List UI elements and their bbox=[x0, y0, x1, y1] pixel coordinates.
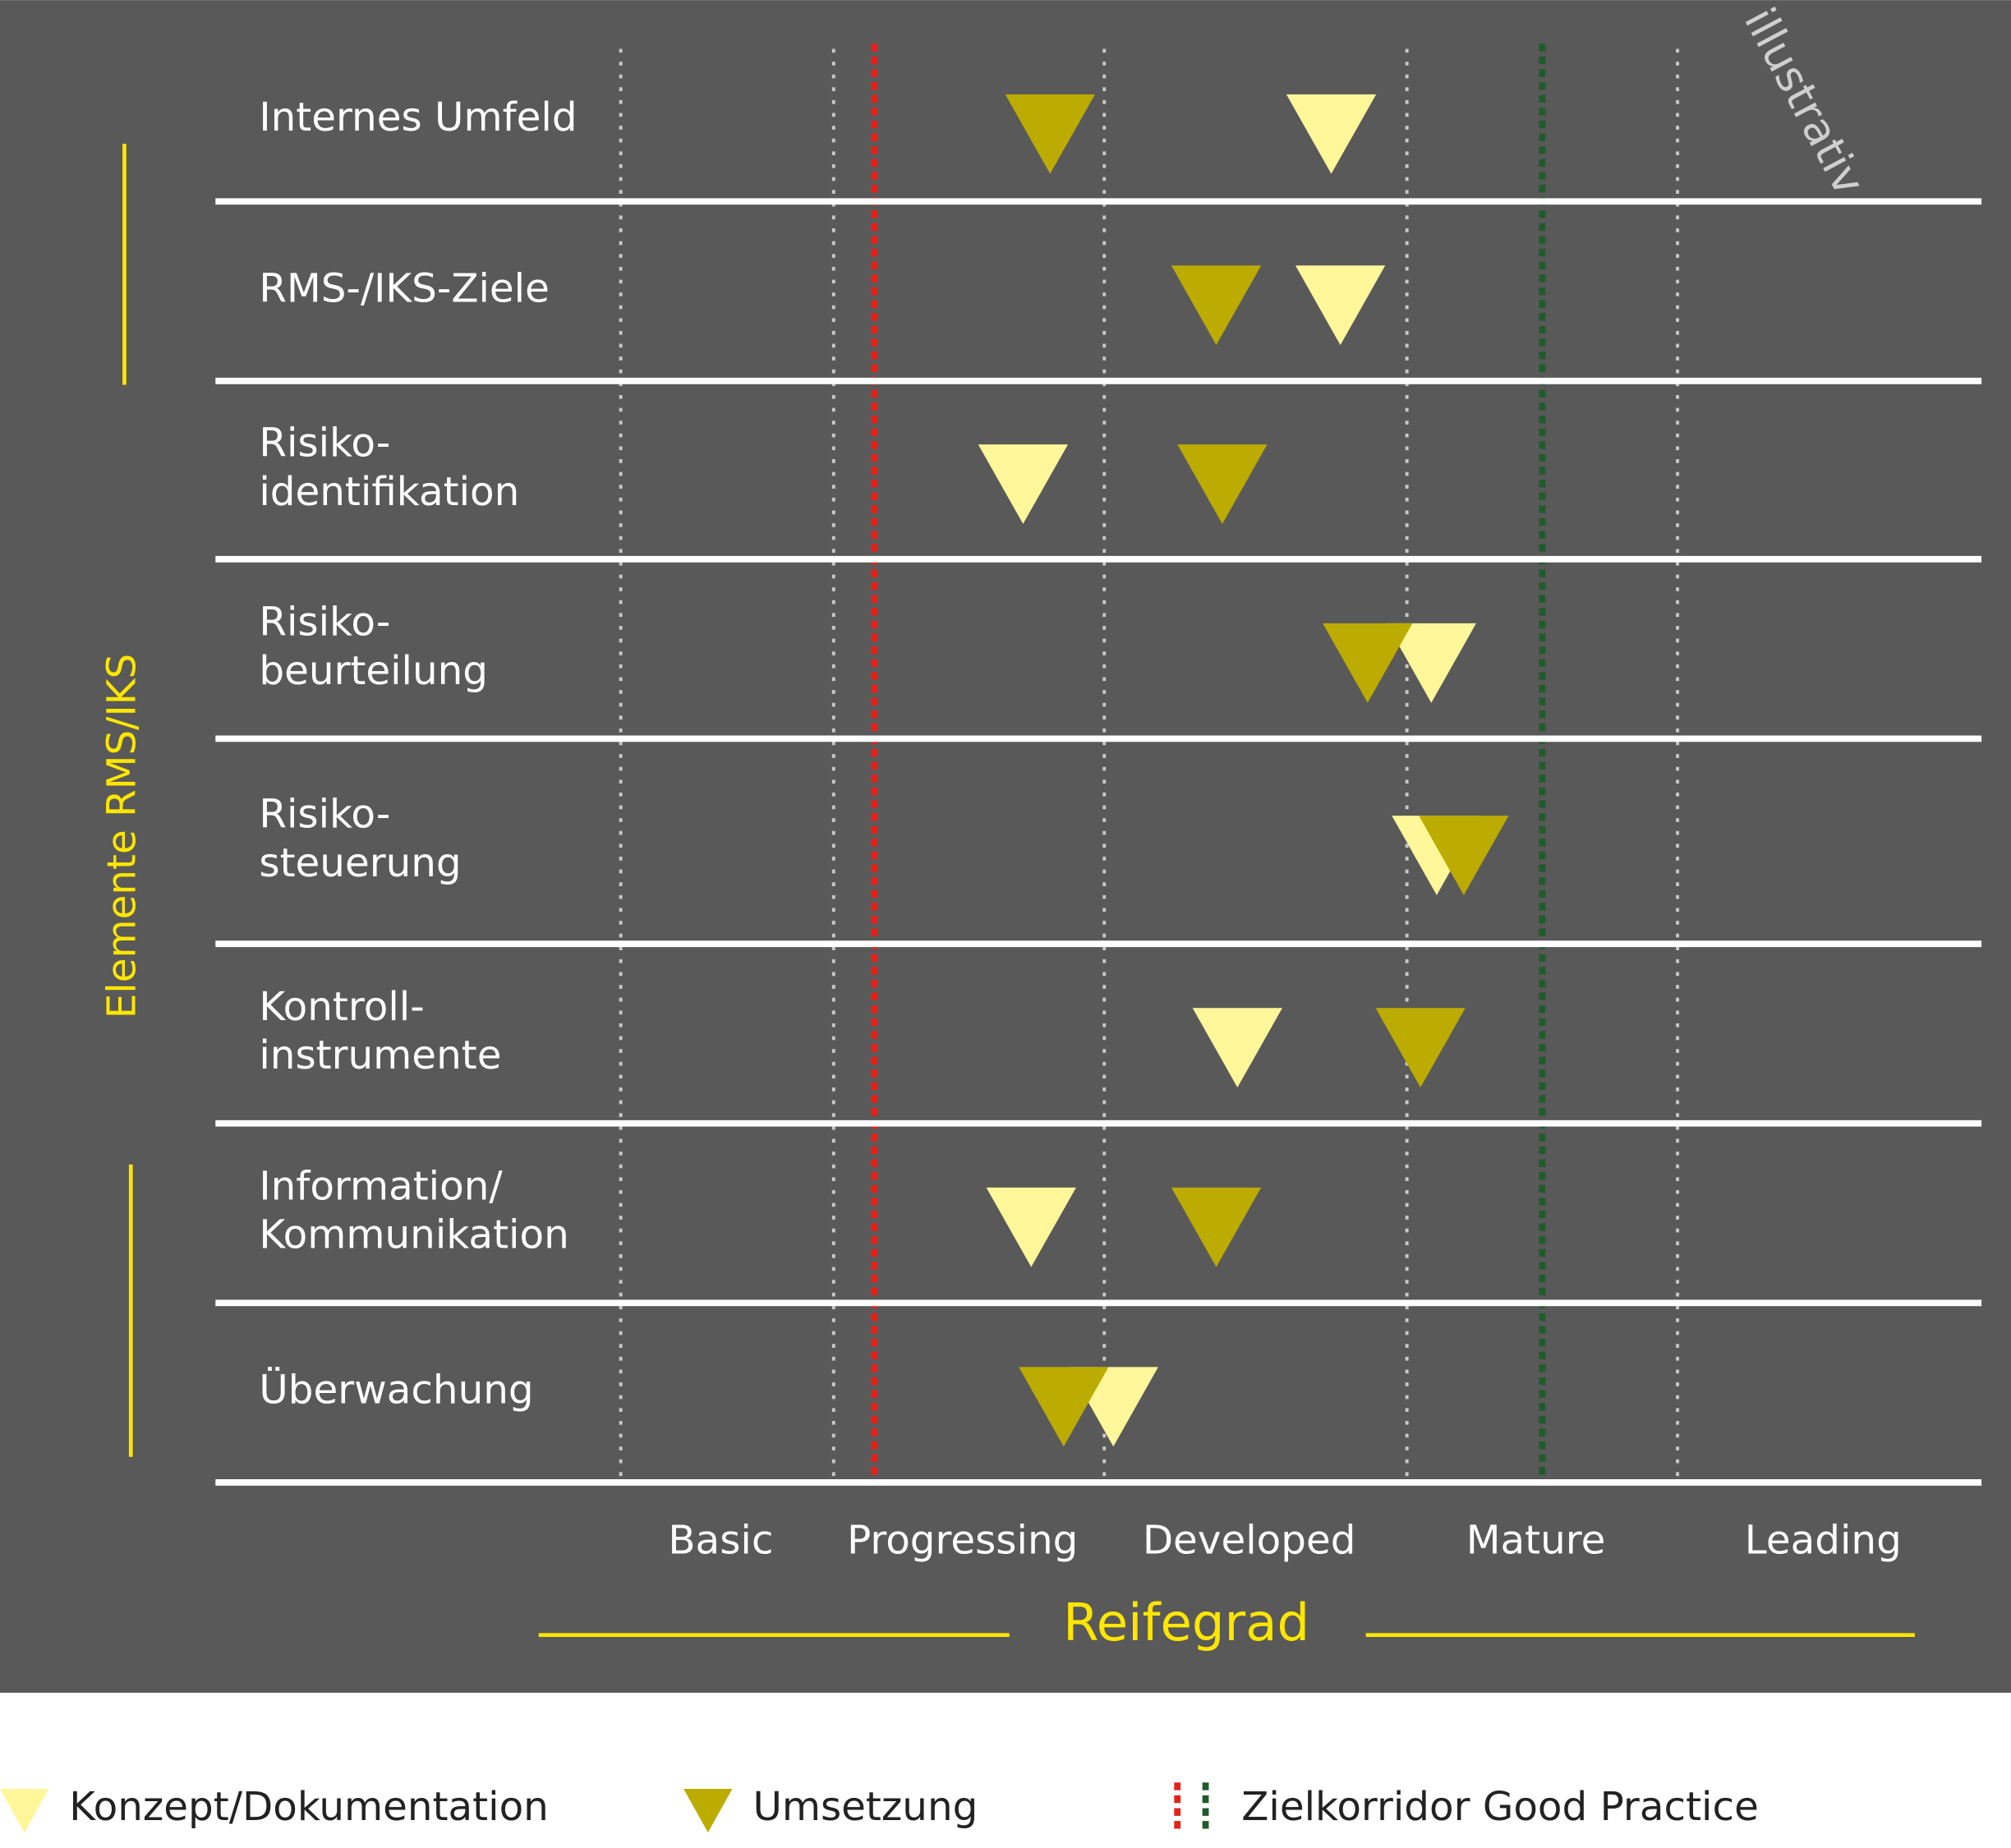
row-label: Information/ bbox=[259, 1163, 503, 1209]
row-label: instrumente bbox=[259, 1032, 501, 1078]
row-label: identifikation bbox=[259, 469, 519, 515]
legend-label: Konzept/Dokumentation bbox=[69, 1784, 549, 1830]
background bbox=[0, 0, 2011, 1693]
row-label: Risiko- bbox=[259, 421, 390, 467]
marker bbox=[1171, 1187, 1262, 1267]
row-label: RMS-/IKS-Ziele bbox=[259, 266, 550, 312]
x-tick-label: Leading bbox=[1745, 1517, 1902, 1563]
x-tick-label: Progressing bbox=[847, 1517, 1078, 1563]
row-label: Überwachung bbox=[259, 1368, 533, 1414]
marker bbox=[1323, 623, 1413, 703]
marker bbox=[1171, 265, 1262, 346]
row-label: Risiko- bbox=[259, 792, 390, 838]
legend-marker bbox=[683, 1789, 733, 1833]
legend-label: Zielkorridor Good Practice bbox=[1241, 1784, 1759, 1830]
marker bbox=[1386, 623, 1476, 703]
legend-label: Umsetzung bbox=[752, 1784, 978, 1830]
y-axis-label: Elemente RMS/IKS bbox=[99, 654, 145, 1018]
row-label: steuerung bbox=[259, 840, 461, 886]
marker bbox=[1295, 265, 1386, 346]
row-label: Kommunikation bbox=[259, 1212, 568, 1258]
marker bbox=[1005, 94, 1095, 174]
x-tick-label: Basic bbox=[668, 1517, 773, 1563]
row-label: Risiko- bbox=[259, 599, 390, 645]
marker bbox=[1375, 1008, 1466, 1088]
marker bbox=[986, 1187, 1076, 1267]
row-label: Internes Umfeld bbox=[259, 94, 577, 140]
marker bbox=[1419, 816, 1509, 895]
legend-background bbox=[0, 1692, 2011, 1848]
row-label: beurteilung bbox=[259, 648, 488, 694]
row-label: Kontroll- bbox=[259, 984, 424, 1030]
marker bbox=[1019, 1367, 1109, 1447]
x-axis-label: Reifegrad bbox=[1063, 1593, 1309, 1653]
legend-marker bbox=[0, 1789, 49, 1833]
x-tick-label: Mature bbox=[1466, 1517, 1606, 1563]
marker bbox=[978, 444, 1069, 524]
marker bbox=[1177, 444, 1268, 524]
marker bbox=[1192, 1008, 1282, 1088]
x-tick-label: Developed bbox=[1143, 1517, 1356, 1563]
marker bbox=[1286, 94, 1377, 174]
